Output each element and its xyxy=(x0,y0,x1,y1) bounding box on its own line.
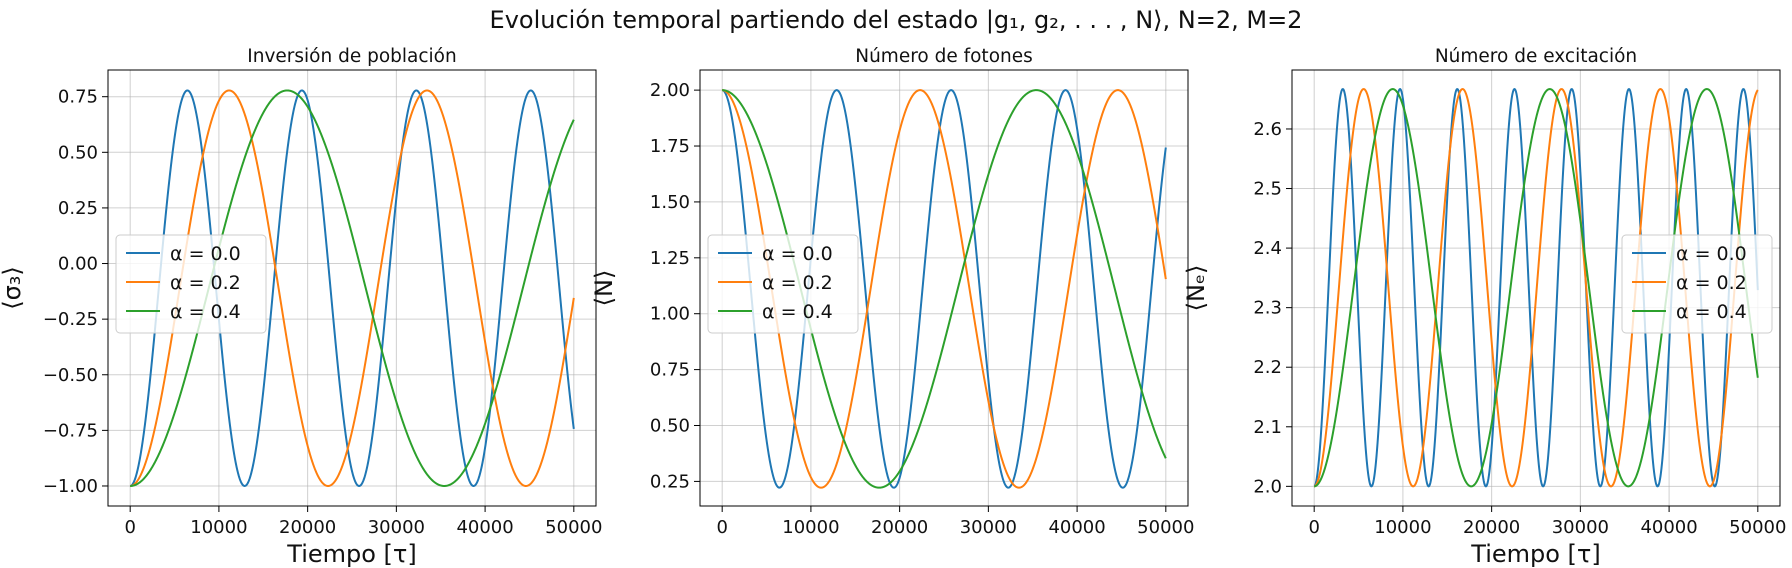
x-tick-label: 20000 xyxy=(1463,517,1520,538)
y-tick-label: 1.25 xyxy=(650,248,690,269)
legend-entry: α = 0.4 xyxy=(170,301,241,323)
series-line-1 xyxy=(129,89,575,487)
y-tick-label: 0.00 xyxy=(58,254,98,275)
y-tick-label: 2.2 xyxy=(1253,357,1282,378)
x-tick-label: 50000 xyxy=(545,517,602,538)
y-tick-label: 0.25 xyxy=(650,471,690,492)
x-axis-label: Tiempo [τ] xyxy=(1470,540,1600,568)
y-tick-label: 0.25 xyxy=(58,198,98,219)
legend-entry: α = 0.0 xyxy=(1676,243,1747,265)
legend-entry: α = 0.2 xyxy=(170,272,241,294)
x-tick-label: 20000 xyxy=(871,517,928,538)
y-tick-label: −1.00 xyxy=(43,476,98,497)
legend: α = 0.0 α = 0.2 α = 0.4 xyxy=(115,234,267,334)
y-tick-label: 2.4 xyxy=(1253,238,1282,259)
chart-title: Inversión de población xyxy=(247,46,456,67)
axes-frame xyxy=(1291,69,1781,507)
legend-entry: α = 0.4 xyxy=(762,301,833,323)
x-axis-label: Tiempo [τ] xyxy=(286,540,416,568)
x-tick-label: 50000 xyxy=(1729,517,1786,538)
legend-box xyxy=(1621,234,1773,334)
chart-panel-1: 0 10000 20000 30000 40000 50000 −1.00 −0.75 −0.5… xyxy=(0,46,602,568)
y-tick-label: 2.5 xyxy=(1253,179,1282,200)
y-tick-label: 2.1 xyxy=(1253,417,1282,438)
legend-entry: α = 0.0 xyxy=(170,243,241,265)
y-tick-label: 2.3 xyxy=(1253,298,1282,319)
x-tick-label: 40000 xyxy=(456,517,513,538)
y-tick-label: 2.0 xyxy=(1253,476,1282,497)
legend: α = 0.0 α = 0.2 α = 0.4 xyxy=(1621,234,1773,334)
legend: α = 0.0 α = 0.2 α = 0.4 xyxy=(707,234,859,334)
x-tick-label: 10000 xyxy=(782,517,839,538)
legend-box xyxy=(115,234,267,334)
y-tick-label: 1.75 xyxy=(650,136,690,157)
y-tick-label: 0.75 xyxy=(650,360,690,381)
legend-entry: α = 0.2 xyxy=(762,272,833,294)
x-tick-label: 0 xyxy=(1308,517,1319,538)
x-tick-label: 0 xyxy=(716,517,727,538)
y-axis-label: ⟨σ₃⟩ xyxy=(0,266,26,310)
x-tick-label: 20000 xyxy=(279,517,336,538)
y-tick-label: 2.6 xyxy=(1253,119,1282,140)
figure-suptitle: Evolución temporal partiendo del estado … xyxy=(489,6,1303,34)
series-line-1 xyxy=(721,89,1167,489)
y-axis-label: ⟨Nₑ⟩ xyxy=(1182,265,1210,312)
x-tick-label: 10000 xyxy=(1374,517,1431,538)
y-tick-label: −0.25 xyxy=(43,309,98,330)
legend-entry: α = 0.0 xyxy=(762,243,833,265)
axes-frame xyxy=(107,69,597,507)
y-axis-label: ⟨N⟩ xyxy=(590,270,618,307)
series-line-2 xyxy=(129,89,575,487)
x-tick-label: 40000 xyxy=(1640,517,1697,538)
series-line-1 xyxy=(1313,88,1759,488)
chart-title: Número de fotones xyxy=(855,46,1033,67)
axes-frame xyxy=(699,69,1189,507)
y-tick-label: 0.50 xyxy=(58,142,98,163)
y-tick-label: −0.50 xyxy=(43,365,98,386)
x-tick-label: 40000 xyxy=(1048,517,1105,538)
legend-entry: α = 0.4 xyxy=(1676,301,1747,323)
legend-box xyxy=(707,234,859,334)
y-tick-label: 2.00 xyxy=(650,80,690,101)
y-tick-label: 1.00 xyxy=(650,304,690,325)
x-tick-label: 50000 xyxy=(1137,517,1194,538)
x-tick-label: 10000 xyxy=(190,517,247,538)
y-tick-label: 1.50 xyxy=(650,192,690,213)
y-tick-label: −0.75 xyxy=(43,420,98,441)
chart-panel-2: 0 10000 20000 30000 40000 50000 0.25 0.50 0.75 1.… xyxy=(590,46,1194,538)
x-tick-label: 30000 xyxy=(1552,517,1609,538)
series-line-3 xyxy=(1313,88,1759,488)
series-line-2 xyxy=(721,89,1167,489)
y-tick-label: 0.50 xyxy=(650,416,690,437)
x-tick-label: 30000 xyxy=(960,517,1017,538)
y-tick-label: 0.75 xyxy=(58,87,98,108)
x-tick-label: 30000 xyxy=(368,517,425,538)
chart-title: Número de excitación xyxy=(1435,46,1637,67)
x-tick-label: 0 xyxy=(124,517,135,538)
chart-panel-3: 0 10000 20000 30000 40000 50000 2.0 2.1 2.2 2.3 2.… xyxy=(1182,46,1786,568)
legend-entry: α = 0.2 xyxy=(1676,272,1747,294)
